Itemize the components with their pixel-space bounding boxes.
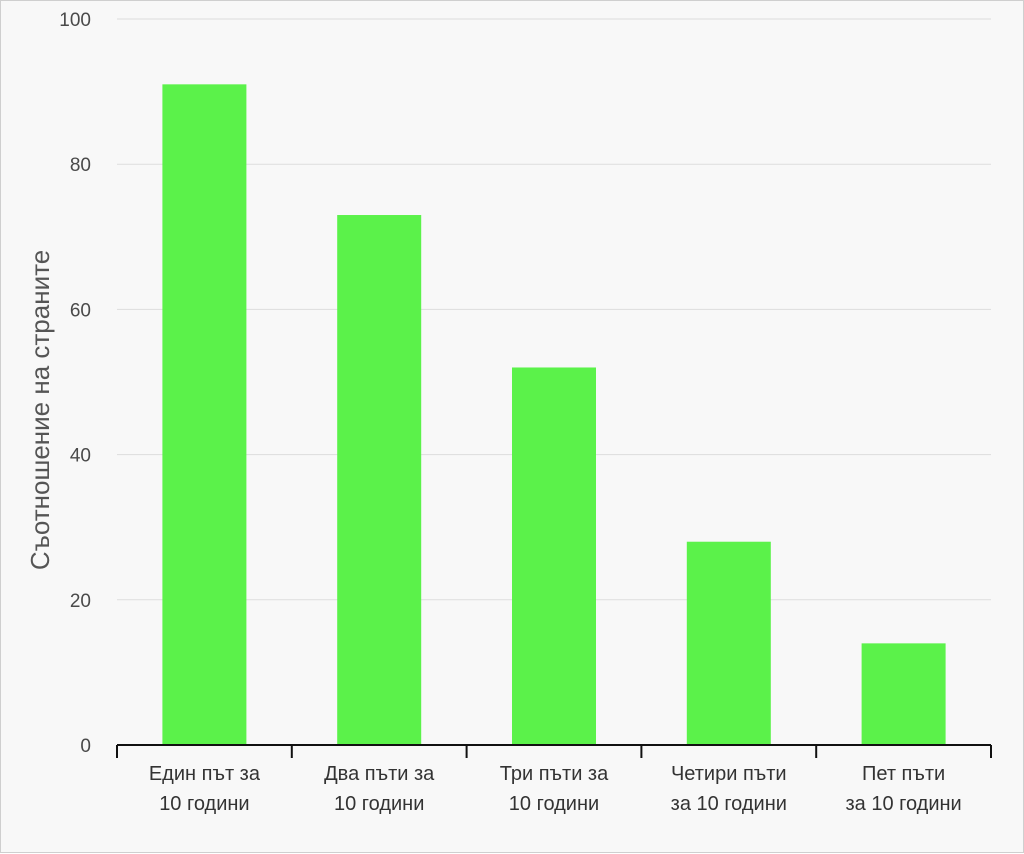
x-category-label: Четири пъти за 10 години — [671, 763, 787, 815]
y-tick-label: 20 — [70, 591, 91, 612]
bar — [162, 84, 247, 746]
x-axis-labels: Един път за 10 години Два пъти за 10 години… — [149, 763, 962, 815]
y-tick-label: 60 — [70, 300, 91, 321]
y-tick-label: 40 — [70, 446, 91, 467]
y-axis-ticks: 0 20 40 60 80 100 — [59, 10, 91, 757]
y-axis-title: Съотношение на страните — [25, 250, 55, 570]
bar — [512, 367, 596, 745]
y-tick-label: 0 — [80, 736, 91, 757]
bars — [162, 84, 946, 746]
x-axis — [116, 744, 992, 758]
x-category-label: Пет пъти за 10 години — [845, 763, 961, 815]
x-category-label: Един път за 10 години — [149, 763, 261, 815]
y-tick-label: 80 — [70, 155, 91, 176]
bar — [861, 643, 946, 745]
grid-lines — [117, 18, 991, 601]
x-category-label: Два пъти за 10 години — [324, 763, 435, 815]
x-category-label: Три пъти за 10 години — [500, 763, 609, 815]
bar — [686, 541, 771, 745]
y-tick-label: 100 — [59, 10, 91, 31]
bar — [337, 215, 422, 745]
